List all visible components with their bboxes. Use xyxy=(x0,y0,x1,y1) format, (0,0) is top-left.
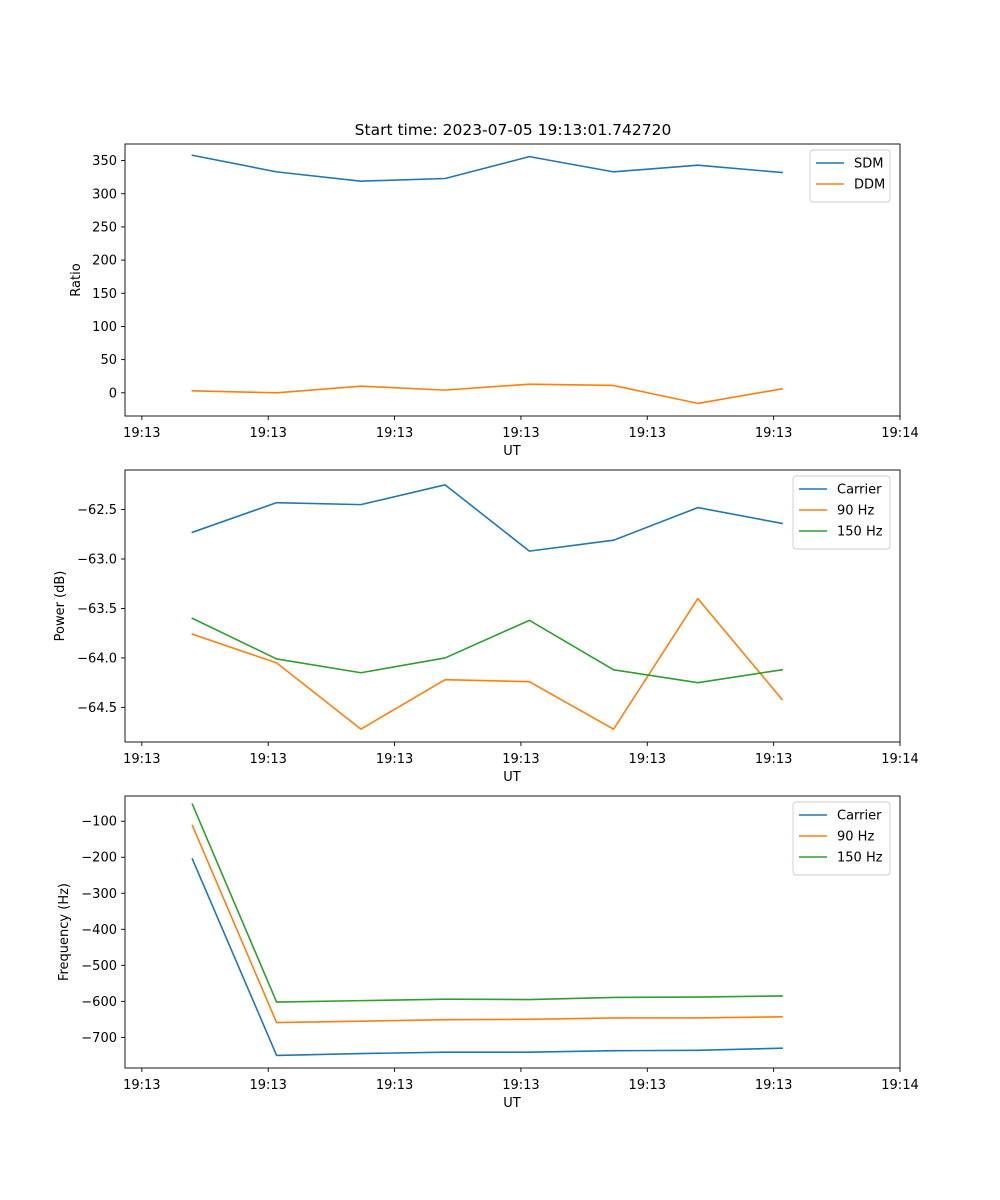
legend-label: 150 Hz xyxy=(837,525,883,540)
y-tick-label: 0 xyxy=(109,386,117,401)
x-tick-label: 19:13 xyxy=(376,1078,413,1093)
legend: SDM DDM xyxy=(809,149,891,203)
y-tick-label: −63.5 xyxy=(77,602,117,617)
y-tick-label: 150 xyxy=(92,287,117,302)
y-tick-label: 250 xyxy=(92,220,117,235)
x-tick-label: 19:13 xyxy=(755,426,792,441)
y-tick-label: −64.5 xyxy=(77,701,117,716)
y-tick-label: 100 xyxy=(92,320,117,335)
y-tick-label: 300 xyxy=(92,187,117,202)
x-tick-label: 19:13 xyxy=(755,752,792,767)
legend-label: Carrier xyxy=(837,809,882,824)
y-tick-label: −600 xyxy=(81,995,117,1010)
y-tick-label: −200 xyxy=(81,851,117,866)
y-tick-label: 200 xyxy=(92,254,117,269)
x-tick-label: 19:14 xyxy=(881,1078,918,1093)
x-tick-label: 19:13 xyxy=(123,752,160,767)
chart-panel-1: 19:13 19:13 19:13 19:13 19:13 19:13 19:14 0 50 10… xyxy=(69,143,919,459)
x-tick-label: 19:13 xyxy=(249,426,286,441)
y-axis-label: Ratio xyxy=(69,263,84,296)
x-axis-label: UT xyxy=(503,770,521,785)
chart-panel-2: 19:13 19:13 19:13 19:13 19:13 19:13 19:14 −64.5… xyxy=(53,469,919,785)
legend-label: Carrier xyxy=(837,483,882,498)
legend-label: DDM xyxy=(854,178,885,193)
y-tick-label: 50 xyxy=(100,353,117,368)
x-tick-label: 19:13 xyxy=(629,752,666,767)
series-line-150-hz xyxy=(191,803,783,1003)
legend-label: 90 Hz xyxy=(837,830,874,845)
y-tick-label: −500 xyxy=(81,959,117,974)
y-tick-label: −63.0 xyxy=(77,553,117,568)
x-tick-label: 19:13 xyxy=(123,426,160,441)
x-tick-label: 19:13 xyxy=(629,1078,666,1093)
x-tick-label: 19:13 xyxy=(249,1078,286,1093)
y-tick-label: −300 xyxy=(81,887,117,902)
x-tick-label: 19:13 xyxy=(249,752,286,767)
legend: Carrier 90 Hz 150 Hz xyxy=(792,475,891,550)
x-tick-label: 19:13 xyxy=(755,1078,792,1093)
x-tick-label: 19:13 xyxy=(502,752,539,767)
chart-panel-3: 19:13 19:13 19:13 19:13 19:13 19:13 19:14 −700 −… xyxy=(57,795,919,1111)
y-tick-label: −62.5 xyxy=(77,503,117,518)
series-line-90-hz xyxy=(191,597,784,730)
y-tick-label: −64.0 xyxy=(77,651,117,666)
x-tick-label: 19:13 xyxy=(123,1078,160,1093)
plot-frame xyxy=(124,795,901,1069)
y-tick-label: 350 xyxy=(92,154,117,169)
x-tick-label: 19:13 xyxy=(376,426,413,441)
legend-label: 150 Hz xyxy=(837,851,883,866)
x-tick-label: 19:13 xyxy=(376,752,413,767)
legend-label: 90 Hz xyxy=(837,504,874,519)
series-line-90-hz xyxy=(191,824,783,1024)
plot-frame xyxy=(124,143,901,417)
x-tick-label: 19:13 xyxy=(629,426,666,441)
series-line-sdm xyxy=(191,154,783,182)
series-line-150-hz xyxy=(191,617,783,684)
y-axis-label: Power (dB) xyxy=(53,571,68,642)
series-line-ddm xyxy=(191,383,783,405)
legend-label: SDM xyxy=(854,157,883,172)
legend: Carrier 90 Hz 150 Hz xyxy=(792,801,891,876)
x-tick-label: 19:14 xyxy=(881,426,918,441)
plot-frame xyxy=(124,469,901,743)
x-tick-label: 19:14 xyxy=(881,752,918,767)
chart-title: Start time: 2023-07-05 19:13:01.742720 xyxy=(355,121,672,139)
y-tick-label: −400 xyxy=(81,923,117,938)
y-tick-label: −700 xyxy=(81,1031,117,1046)
series-line-carrier xyxy=(191,857,783,1057)
y-tick-label: −100 xyxy=(81,815,117,830)
y-axis-label: Frequency (Hz) xyxy=(57,883,72,981)
x-axis-label: UT xyxy=(503,444,521,459)
x-axis-label: UT xyxy=(503,1096,521,1111)
x-tick-label: 19:13 xyxy=(502,1078,539,1093)
x-tick-label: 19:13 xyxy=(502,426,539,441)
series-line-carrier xyxy=(191,484,784,552)
